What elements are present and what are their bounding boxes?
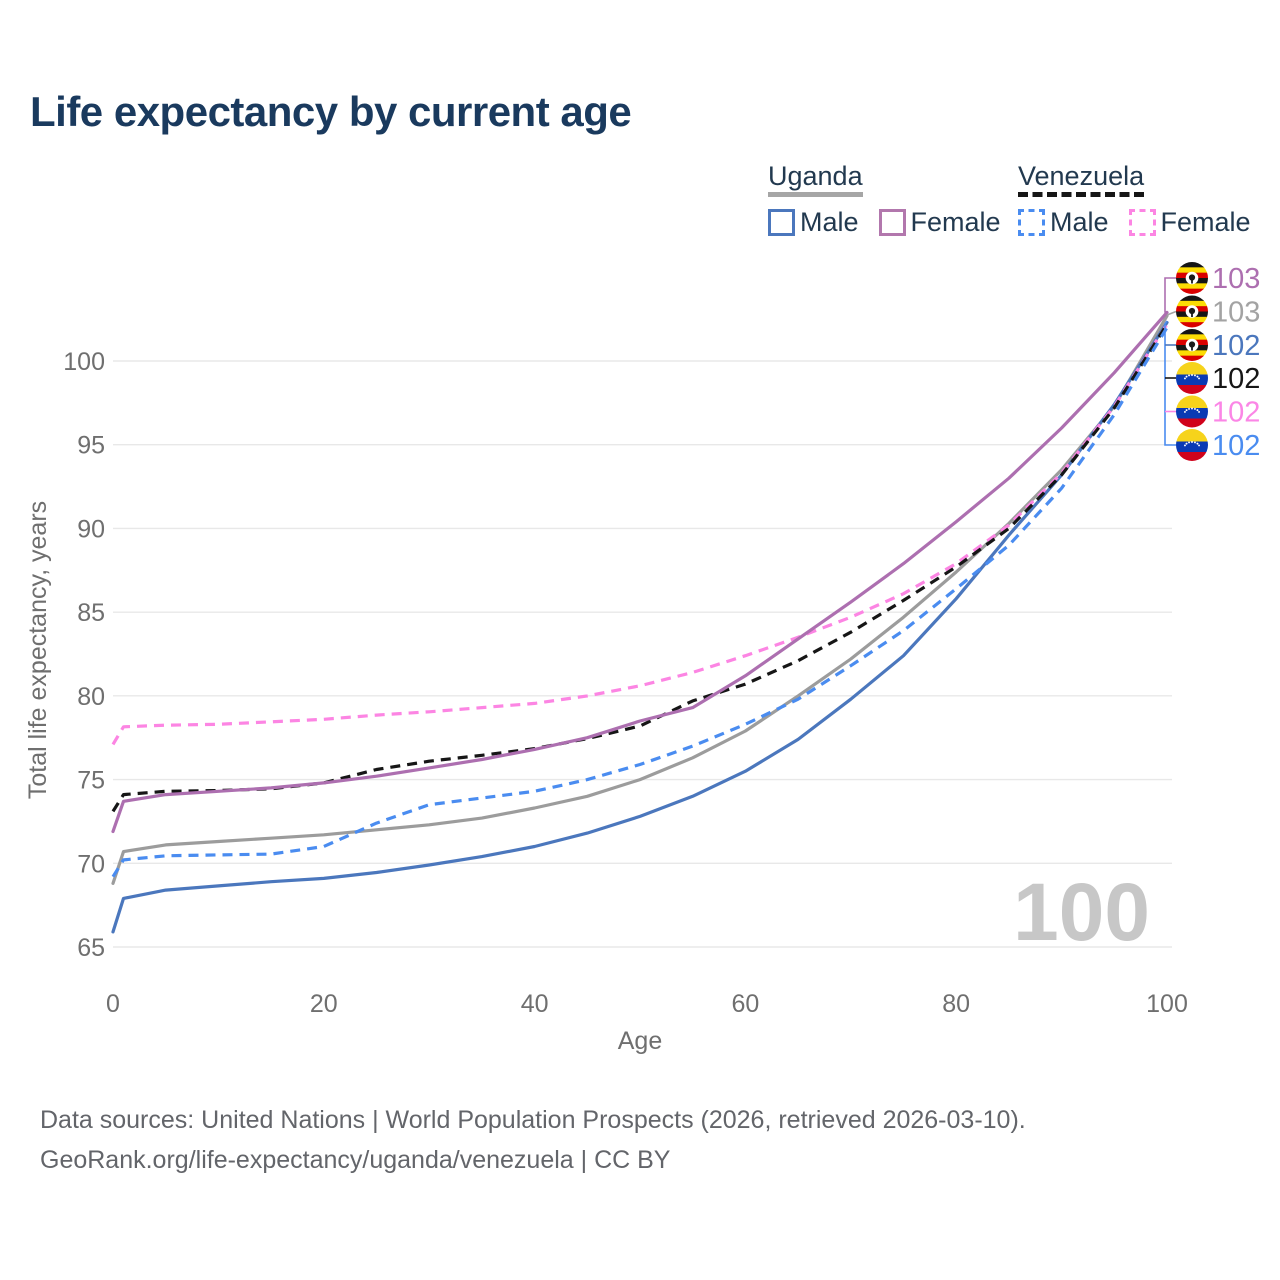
end-value-uganda: 103 [1212, 297, 1260, 329]
legend-header-venezuela: Venezuela [1018, 162, 1145, 198]
y-axis-title: Total life expectancy, years [24, 501, 52, 799]
legend-swatch-venezuela-female [1128, 209, 1156, 237]
legend-label-uganda-male: Male [800, 207, 859, 238]
legend-group-venezuela: Venezuela Male Female [1018, 162, 1271, 238]
flag-icon-venezuela [1176, 362, 1208, 394]
legend-label-venezuela-male: Male [1050, 207, 1109, 238]
series-line-uganda-female [111, 310, 1169, 834]
age-indicator-watermark: 100 [1013, 867, 1150, 958]
legend-swatch-venezuela-male [1018, 209, 1045, 237]
end-value-venezuela: 102 [1212, 363, 1260, 395]
legend-label-venezuela-female: Female [1160, 207, 1251, 238]
flag-icon-venezuela [1176, 395, 1208, 428]
legend-label-uganda-female: Female [910, 207, 1001, 238]
y-tick-75: 75 [77, 767, 105, 795]
page-title: Life expectancy by current age [30, 88, 632, 135]
x-tick-60: 60 [731, 990, 759, 1018]
connector-uganda-all [1166, 310, 1177, 316]
end-value-uganda-female: 103 [1212, 263, 1260, 295]
flag-icon-uganda [1176, 295, 1208, 328]
x-axis-title: Age [618, 1027, 662, 1055]
y-tick-95: 95 [77, 432, 105, 460]
x-tick-100: 100 [1146, 990, 1188, 1018]
y-tick-100: 100 [63, 348, 105, 376]
legend-swatch-uganda-male [768, 209, 795, 237]
series-line-venezuela-all [111, 323, 1169, 813]
legend-swatch-uganda-female [878, 209, 906, 237]
y-tick-90: 90 [77, 515, 105, 543]
series-line-uganda-all [111, 314, 1169, 886]
flag-icon-uganda [1176, 262, 1208, 294]
series-line-venezuela-male [111, 326, 1169, 878]
end-value-uganda-male: 102 [1212, 330, 1260, 362]
footer-data-sources: Data sources: United Nations | World Pop… [40, 1106, 1026, 1134]
y-tick-70: 70 [77, 850, 105, 878]
x-tick-40: 40 [521, 990, 549, 1018]
connector-uganda-female [1164, 277, 1176, 313]
x-tick-0: 0 [106, 990, 120, 1018]
x-tick-80: 80 [942, 990, 970, 1018]
end-value-venezuela-male: 102 [1212, 430, 1260, 462]
series-line-venezuela-female [111, 323, 1169, 746]
y-tick-80: 80 [77, 683, 105, 711]
flag-icon-venezuela [1176, 429, 1208, 461]
footer-attribution: GeoRank.org/life-expectancy/uganda/venez… [40, 1146, 671, 1174]
connector-bracket [1164, 320, 1176, 446]
legend-header-uganda: Uganda [768, 162, 863, 198]
legend-group-uganda: Uganda Male Female [768, 162, 1021, 238]
flag-icon-uganda [1176, 329, 1208, 361]
y-tick-65: 65 [77, 934, 105, 962]
end-value-venezuela-female: 102 [1212, 397, 1260, 429]
x-tick-20: 20 [310, 990, 338, 1018]
series-line-uganda-male [111, 320, 1169, 934]
y-tick-85: 85 [77, 599, 105, 627]
